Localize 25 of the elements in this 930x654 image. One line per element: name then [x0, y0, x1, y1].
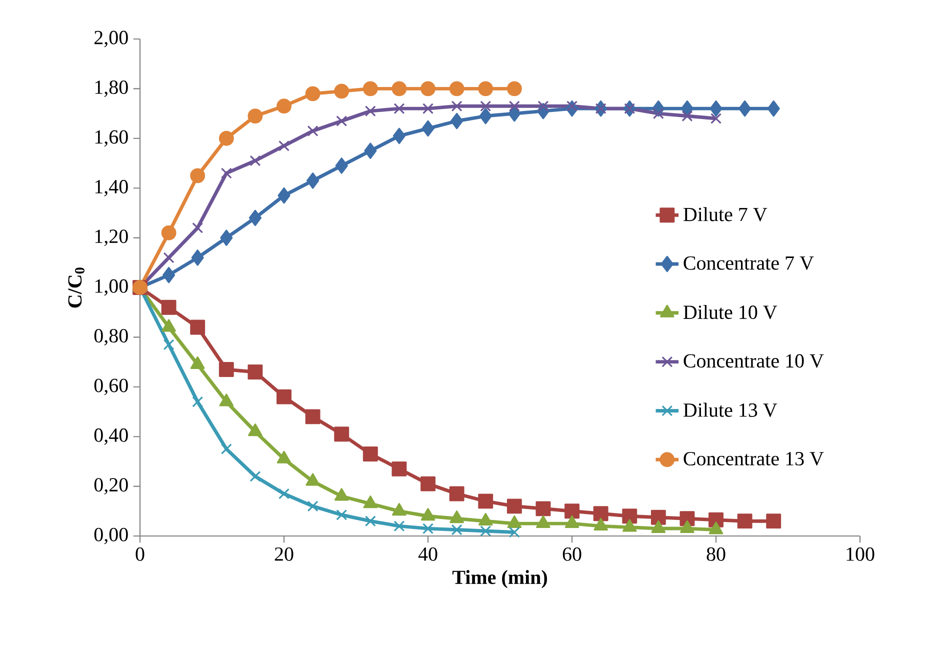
y-tick-label: 1,00: [95, 279, 128, 296]
y-tick-label: 2,00: [94, 30, 128, 48]
legend-label: Dilute 7 V: [684, 207, 768, 222]
legend-label: Concentrate 13 V: [684, 452, 824, 466]
legend-label: Dilute 10 V: [684, 304, 778, 320]
y-tick-label: 0,40: [94, 428, 128, 445]
y-tick-label: 0,20: [94, 478, 128, 494]
y-tick-label: 0,80: [94, 329, 128, 346]
legend-label: Dilute 13 V: [684, 402, 778, 417]
y-tick-label: 1,80: [95, 80, 128, 97]
y-tick-label: 0,00: [94, 528, 128, 544]
x-tick-label: 0: [136, 547, 144, 561]
x-tick-label: 60: [562, 547, 582, 561]
y-tick-label: 1,20: [95, 230, 128, 246]
x-tick-label: 20: [274, 547, 294, 561]
x-axis-title: Time (min): [452, 570, 547, 588]
y-tick-label: 1,40: [95, 180, 128, 196]
x-tick-label: 80: [706, 547, 726, 561]
y-tick-label: 1,60: [95, 130, 128, 147]
legend-label: Concentrate 10 V: [684, 354, 824, 368]
x-tick-label: 40: [418, 547, 438, 561]
legend-label: Concentrate 7 V: [684, 256, 814, 270]
y-tick-label: 0,60: [94, 378, 128, 396]
x-tick-label: 100: [846, 547, 874, 561]
y-axis-title: C/C$_{0}$: [68, 268, 84, 308]
